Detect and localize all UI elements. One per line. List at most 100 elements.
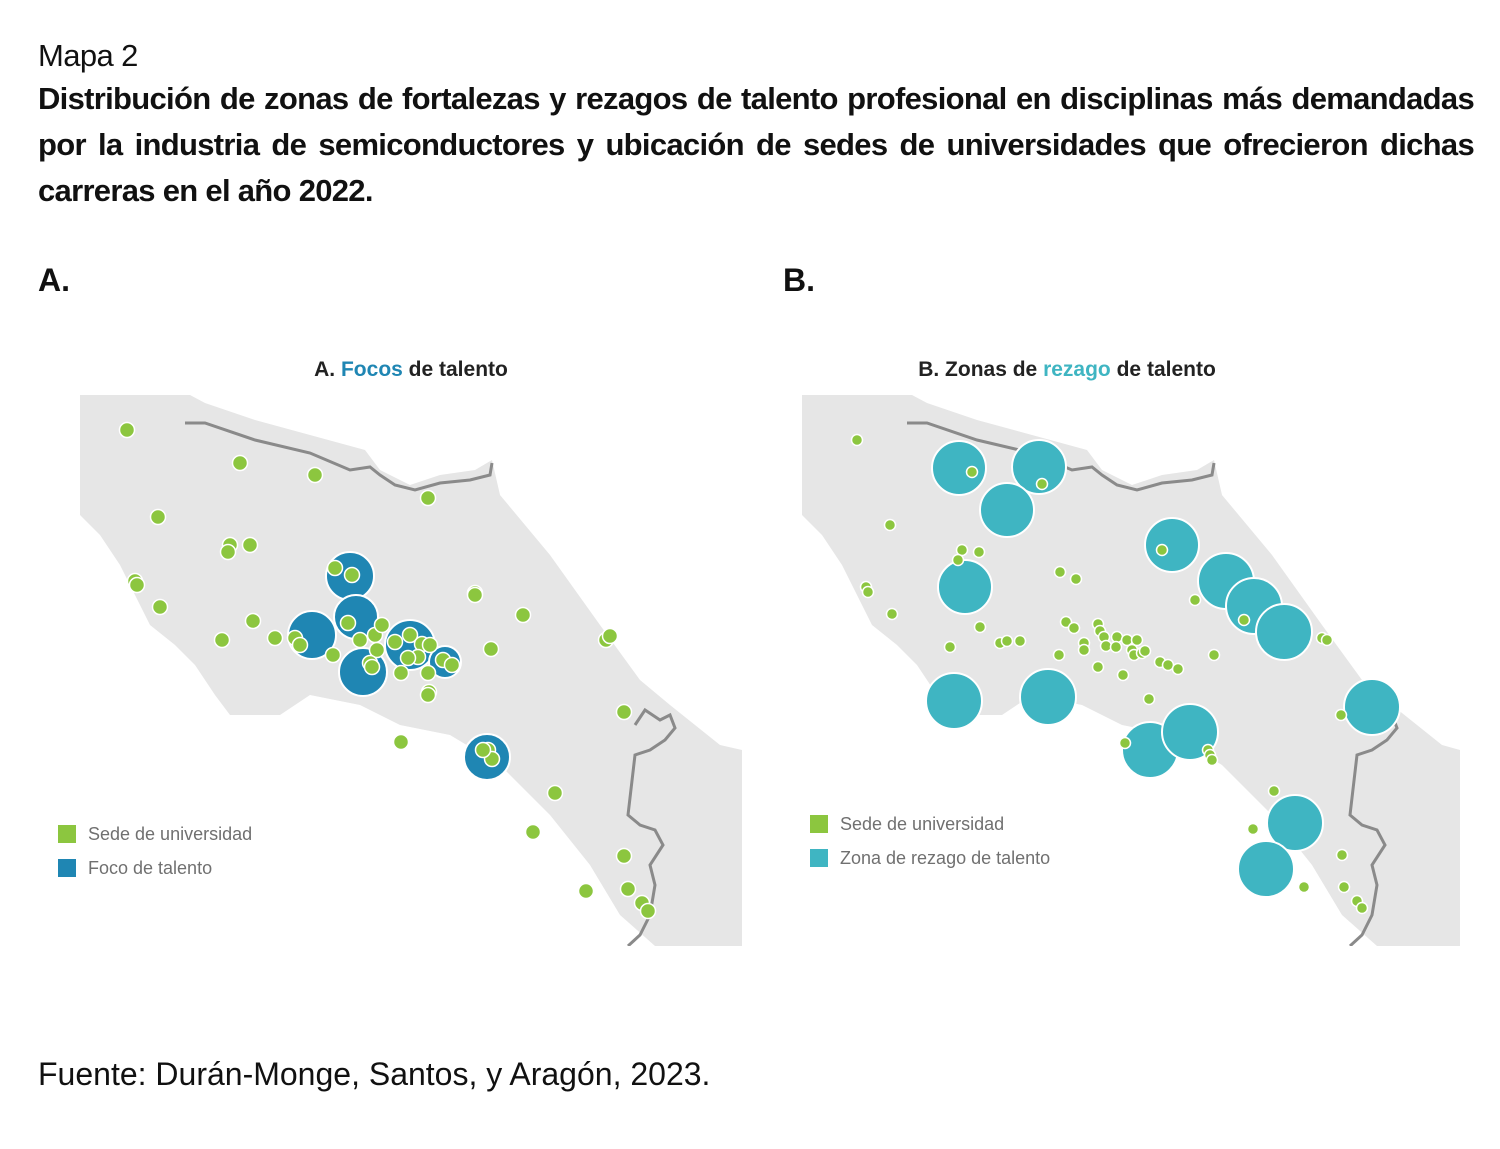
talent-lag-circle	[1237, 840, 1295, 898]
panel-b-title-accent: rezago	[1043, 358, 1111, 381]
source-note: Fuente: Durán-Monge, Santos, y Aragón, 2…	[38, 1056, 711, 1092]
university-marker	[1237, 613, 1251, 627]
panel-a-letter: A.	[38, 262, 70, 298]
university-marker	[373, 616, 391, 634]
university-marker	[1052, 648, 1066, 662]
university-marker	[241, 536, 259, 554]
panel-b-letter: B.	[783, 262, 815, 298]
talent-lag-circle	[1255, 603, 1313, 661]
university-marker	[1297, 880, 1311, 894]
university-marker	[419, 664, 437, 682]
university-marker	[973, 620, 987, 634]
university-marker	[639, 902, 657, 920]
talent-lag-circle	[937, 559, 993, 615]
university-marker	[850, 433, 864, 447]
university-marker	[324, 646, 342, 664]
talent-focus-swatch	[58, 859, 76, 877]
university-marker	[392, 664, 410, 682]
university-marker	[244, 612, 262, 630]
panel-a-title-accent: Focos	[340, 358, 403, 381]
university-marker	[1035, 477, 1049, 491]
university-marker	[1205, 753, 1219, 767]
university-marker	[421, 636, 439, 654]
university-marker	[1130, 633, 1144, 647]
university-marker	[151, 598, 169, 616]
university-marker	[883, 518, 897, 532]
university-marker	[1171, 662, 1185, 676]
university-marker	[1000, 634, 1014, 648]
university-marker	[1188, 593, 1202, 607]
university-marker	[514, 606, 532, 624]
university-marker	[1116, 668, 1130, 682]
university-marker	[972, 545, 986, 559]
university-marker	[399, 649, 417, 667]
university-marker	[363, 658, 381, 676]
university-marker	[118, 421, 136, 439]
panel-a-title: A. Focos de talento	[80, 358, 742, 382]
university-marker	[1053, 565, 1067, 579]
legend-item-talent-lag: Zona de rezago de talento	[810, 841, 1050, 875]
legend-label: Sede de universidad	[840, 813, 1005, 834]
university-marker	[1067, 621, 1081, 635]
university-marker	[1337, 880, 1351, 894]
university-marker	[524, 823, 542, 841]
university-marker	[219, 543, 237, 561]
panel-a-legend: Sede de universidad Foco de talento	[58, 817, 252, 885]
university-marker	[1138, 644, 1152, 658]
panel-b-title-suffix: de talento	[1116, 358, 1216, 381]
university-marker	[546, 784, 564, 802]
university-marker	[326, 559, 344, 577]
university-marker	[1013, 634, 1027, 648]
legend-item-university: Sede de universidad	[810, 807, 1050, 841]
university-marker	[1091, 660, 1105, 674]
university-swatch	[810, 815, 828, 833]
talent-lag-circle	[1343, 678, 1401, 736]
university-marker	[306, 466, 324, 484]
panel-b-legend: Sede de universidad Zona de rezago de ta…	[810, 807, 1050, 875]
university-marker	[368, 641, 386, 659]
talent-lag-circle	[931, 440, 987, 496]
panel-b-map-svg	[802, 395, 1460, 946]
figure-caption: Distribución de zonas de fortalezas y re…	[38, 81, 1475, 208]
university-marker	[401, 626, 419, 644]
nicaragua-border-line	[907, 421, 1216, 492]
university-marker	[149, 508, 167, 526]
university-marker	[1246, 822, 1260, 836]
university-marker	[615, 847, 633, 865]
legend-label: Foco de talento	[88, 857, 213, 878]
talent-lag-circle	[1019, 668, 1077, 726]
university-marker	[1109, 640, 1123, 654]
university-marker	[386, 633, 404, 651]
university-marker	[885, 607, 899, 621]
university-marker	[343, 566, 361, 584]
university-marker	[466, 586, 484, 604]
legend-label: Zona de rezago de talento	[840, 847, 1051, 868]
nicaragua-border-line	[185, 421, 494, 492]
university-marker	[231, 454, 249, 472]
panel-a-map-svg	[80, 395, 742, 946]
university-marker	[213, 631, 231, 649]
figure-heading: Mapa 2 Distribución de zonas de fortalez…	[38, 36, 1475, 214]
university-marker	[351, 631, 369, 649]
university-marker	[577, 882, 595, 900]
talent-lag-circle	[1266, 794, 1324, 852]
university-marker	[419, 489, 437, 507]
panel-a-map-canvas	[80, 395, 742, 946]
talent-lag-swatch	[810, 849, 828, 867]
university-marker	[1267, 784, 1281, 798]
university-marker	[951, 553, 965, 567]
panel-b-title: B. Zonas de rezago de talento	[772, 358, 1362, 382]
university-marker	[601, 627, 619, 645]
university-marker	[291, 636, 309, 654]
university-marker	[1118, 736, 1132, 750]
panel-b-map-canvas	[802, 395, 1460, 946]
university-marker	[615, 703, 633, 721]
talent-lag-circle	[1144, 517, 1200, 573]
university-marker	[266, 629, 284, 647]
panel-a-title-prefix: A.	[314, 358, 336, 381]
legend-item-talent-focus: Foco de talento	[58, 851, 252, 885]
university-marker	[128, 576, 146, 594]
talent-lag-circle	[979, 482, 1035, 538]
university-marker	[1207, 648, 1221, 662]
university-marker	[1077, 643, 1091, 657]
